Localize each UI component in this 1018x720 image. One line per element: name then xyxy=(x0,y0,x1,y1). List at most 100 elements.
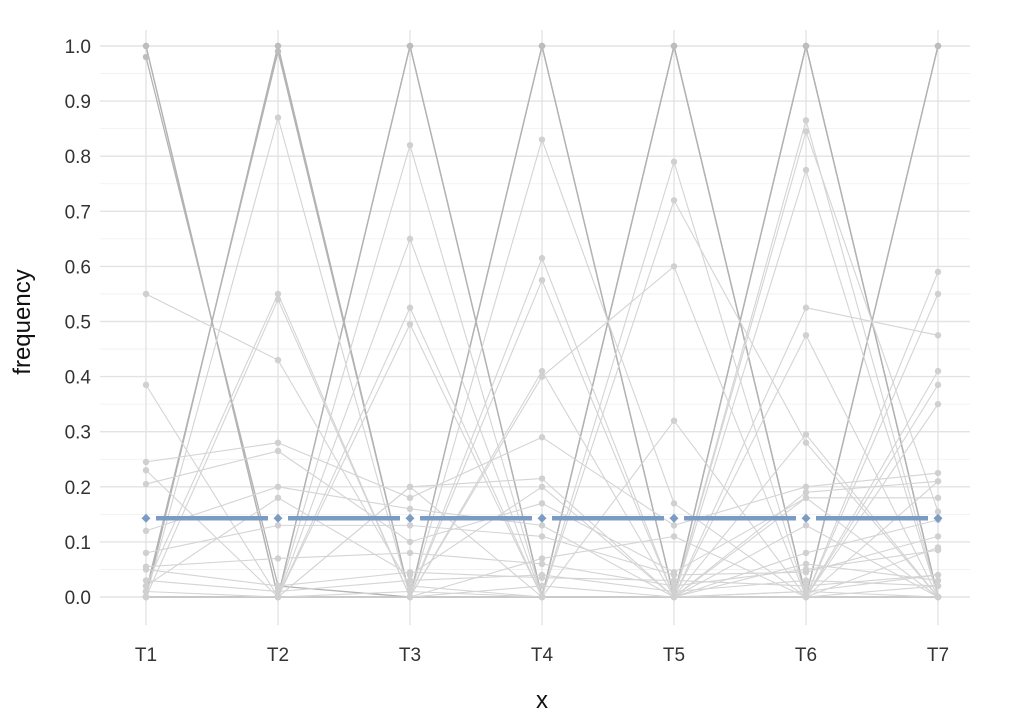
series-point xyxy=(538,533,546,540)
x-tick-label: T1 xyxy=(135,645,157,666)
series-point xyxy=(274,114,282,121)
x-tick-label: T3 xyxy=(399,645,421,666)
series-point xyxy=(802,166,810,174)
series-point xyxy=(934,469,942,477)
series-point xyxy=(670,522,678,529)
series-point xyxy=(934,577,942,584)
y-tick-label: 0.3 xyxy=(65,423,91,444)
series-point xyxy=(406,494,414,502)
series-point xyxy=(274,356,282,364)
reference-point xyxy=(801,513,811,523)
y-tick-label: 0.7 xyxy=(65,202,91,223)
y-axis-title: frequency xyxy=(9,269,36,374)
y-tick-label: 0.0 xyxy=(65,588,91,609)
y-tick-label: 0.5 xyxy=(65,313,91,334)
series-point xyxy=(274,522,282,529)
series-point xyxy=(934,268,942,276)
y-tick-label: 0.9 xyxy=(65,92,91,113)
x-tick-label: T7 xyxy=(927,645,949,666)
reference-point xyxy=(933,513,943,523)
series-point xyxy=(406,593,414,601)
y-tick-label: 0.2 xyxy=(65,478,91,499)
series-point xyxy=(802,582,810,590)
series-point xyxy=(142,527,150,535)
series-point xyxy=(670,158,678,165)
series-point xyxy=(670,263,678,270)
series-point xyxy=(802,489,810,496)
x-axis-title: x xyxy=(536,687,548,714)
x-tick-label: T2 xyxy=(267,645,289,666)
series-point xyxy=(934,367,942,375)
series-point xyxy=(142,566,150,573)
series-point xyxy=(274,447,282,455)
series-point xyxy=(538,571,546,579)
series-point xyxy=(274,582,282,590)
series-point xyxy=(802,483,810,490)
series-point xyxy=(538,555,546,562)
series-point xyxy=(538,373,546,380)
series-point xyxy=(538,593,546,601)
series-point xyxy=(670,571,678,579)
series-point xyxy=(406,549,414,557)
series-point xyxy=(274,555,282,562)
series-point xyxy=(142,480,150,488)
series-point xyxy=(142,53,150,61)
series-point xyxy=(406,588,414,595)
series-point xyxy=(538,42,546,50)
series-point xyxy=(670,500,678,507)
reference-point xyxy=(273,513,283,523)
y-axis-tick-labels: 0.0 0.1 0.2 0.3 0.4 0.5 0.6 0.7 0.8 0.9 1.0 xyxy=(65,37,92,609)
y-tick-label: 0.4 xyxy=(65,368,92,389)
series-point xyxy=(142,42,150,50)
series-point xyxy=(934,290,942,298)
series-point xyxy=(538,500,546,507)
series-point xyxy=(670,533,678,540)
series-point xyxy=(142,582,150,590)
series-point xyxy=(142,458,150,466)
series-point xyxy=(406,522,414,529)
series-point xyxy=(934,42,942,50)
series-point xyxy=(274,48,282,55)
series-point xyxy=(934,571,942,579)
series-point xyxy=(538,367,546,375)
series-point xyxy=(538,582,546,590)
y-tick-label: 1.0 xyxy=(65,37,91,58)
series-point xyxy=(274,42,282,50)
y-tick-label: 0.1 xyxy=(65,533,91,554)
series-point xyxy=(802,522,810,529)
series-point xyxy=(406,42,414,50)
reference-point xyxy=(669,513,679,523)
series-point xyxy=(142,290,150,298)
series-point xyxy=(538,483,546,490)
series-point xyxy=(802,439,810,446)
series-point xyxy=(934,582,942,590)
series-point xyxy=(802,593,810,601)
series-point xyxy=(802,42,810,50)
series-layer xyxy=(142,42,942,601)
series-point xyxy=(274,588,282,595)
series-point xyxy=(406,304,414,311)
series-point xyxy=(406,505,414,513)
series-point xyxy=(142,593,150,601)
series-point xyxy=(274,483,282,490)
series-point xyxy=(670,197,678,204)
series-point xyxy=(934,546,942,554)
series-point xyxy=(538,522,546,529)
series-point xyxy=(406,577,414,584)
series-point xyxy=(538,254,546,262)
series-point xyxy=(670,42,678,50)
series-point xyxy=(934,400,942,408)
series-point xyxy=(802,560,810,568)
series-point xyxy=(802,588,810,595)
series-point xyxy=(538,475,546,482)
series-point xyxy=(670,417,678,424)
series-point xyxy=(934,593,942,601)
reference-point xyxy=(405,513,415,523)
series-point xyxy=(274,296,282,303)
reference-point xyxy=(141,513,151,523)
series-point xyxy=(406,235,414,243)
x-axis-tick-labels: T1 T2 T3 T4 T5 T6 T7 xyxy=(135,645,949,666)
series-point xyxy=(802,304,810,311)
